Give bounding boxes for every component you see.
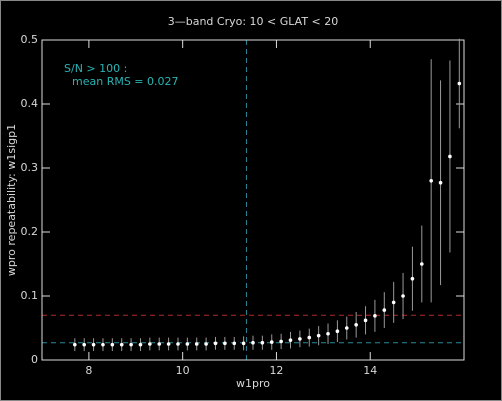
point xyxy=(213,341,218,346)
point xyxy=(101,342,105,347)
point xyxy=(204,342,208,346)
point xyxy=(129,342,133,347)
x-tick-label: 10 xyxy=(176,364,190,377)
point xyxy=(410,276,415,281)
point xyxy=(382,308,387,312)
point xyxy=(344,326,349,330)
point xyxy=(316,333,321,338)
chart-title: 3—band Cryo: 10 < GLAT < 20 xyxy=(168,15,339,28)
point xyxy=(363,318,368,323)
point xyxy=(119,342,124,347)
point xyxy=(326,331,330,336)
y-axis-label: wpro repeatability: w1sigp1 xyxy=(5,124,18,276)
point xyxy=(73,342,77,347)
plot-frame xyxy=(41,39,465,361)
point xyxy=(354,323,358,327)
point xyxy=(166,342,171,346)
point xyxy=(223,341,227,346)
point xyxy=(148,342,152,346)
point xyxy=(335,329,340,334)
point xyxy=(298,337,302,341)
point xyxy=(194,342,199,346)
y-tick-label: 0 xyxy=(31,353,38,366)
point xyxy=(251,340,255,345)
point xyxy=(110,342,115,347)
y-tick-label: 0.1 xyxy=(21,289,39,302)
point xyxy=(157,342,162,346)
point xyxy=(401,294,405,298)
point xyxy=(391,300,396,305)
y-tick-label: 0.2 xyxy=(21,225,39,238)
point xyxy=(373,314,377,318)
point xyxy=(269,340,274,344)
x-tick-label: 8 xyxy=(85,364,92,377)
point xyxy=(420,262,424,266)
x-tick-label: 14 xyxy=(363,364,377,377)
y-tick-label: 0.5 xyxy=(21,33,39,46)
point xyxy=(241,341,246,346)
point xyxy=(279,339,283,344)
point xyxy=(176,342,180,346)
point xyxy=(457,81,462,86)
x-axis-label: w1pro xyxy=(236,377,270,390)
x-tick-label: 12 xyxy=(269,364,283,377)
point xyxy=(138,342,143,347)
point xyxy=(448,154,452,159)
point xyxy=(82,342,86,347)
y-tick-label: 0.3 xyxy=(21,161,39,174)
point xyxy=(185,342,190,346)
annotation: S/N > 100 : xyxy=(64,62,127,75)
annotation: mean RMS = 0.027 xyxy=(72,75,179,88)
y-tick-label: 0.4 xyxy=(21,97,39,110)
point xyxy=(438,180,443,185)
point xyxy=(288,338,293,342)
point xyxy=(232,341,237,346)
point xyxy=(429,179,433,183)
point xyxy=(307,335,312,340)
point xyxy=(260,340,265,345)
point xyxy=(91,342,96,347)
